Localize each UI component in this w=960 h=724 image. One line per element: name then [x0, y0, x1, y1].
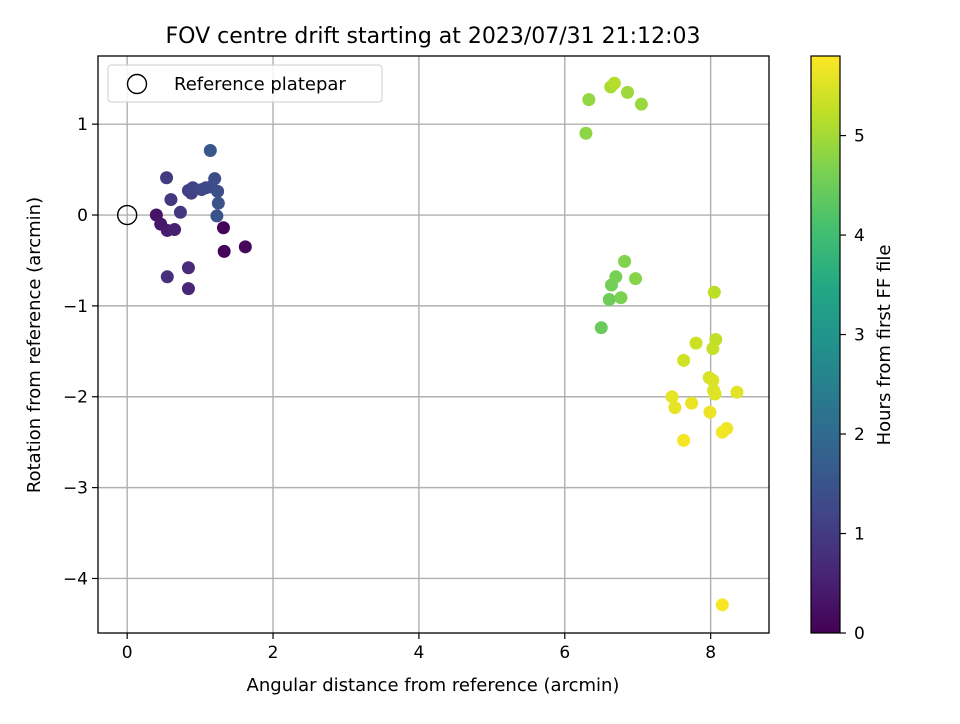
data-point	[594, 321, 608, 335]
colorbar-tick-label: 0	[854, 624, 865, 644]
data-point	[706, 373, 720, 387]
x-axis-ticks: 0 2 4 6 8	[122, 633, 716, 663]
data-point	[708, 387, 722, 401]
y-axis-label: Rotation from reference (arcmin)	[24, 197, 45, 493]
data-point	[582, 93, 596, 107]
data-point	[629, 272, 643, 286]
data-markers	[116, 76, 744, 612]
colorbar-tick-label: 1	[854, 525, 865, 545]
data-point	[677, 353, 691, 367]
x-tick-label: 0	[122, 643, 133, 663]
data-point	[168, 223, 182, 237]
legend-box	[107, 64, 383, 103]
x-tick-label: 2	[268, 643, 279, 663]
y-tick-label: −4	[63, 569, 88, 589]
y-tick-label: −3	[63, 479, 88, 499]
plot-frame	[97, 55, 770, 634]
colorbar-tick-label: 2	[854, 425, 865, 445]
colorbar-tick-label: 3	[854, 326, 865, 346]
data-point	[715, 598, 729, 612]
data-point	[730, 385, 744, 399]
data-point	[706, 342, 720, 356]
data-point	[216, 221, 230, 235]
data-point	[614, 291, 628, 305]
data-point	[160, 270, 174, 284]
data-point	[211, 184, 225, 198]
data-point	[210, 209, 224, 223]
colorbar: 0 1 2 3 4 5 Hours from first FF file	[810, 55, 895, 644]
legend: Reference platepar	[107, 64, 383, 103]
y-tick-label: −2	[63, 388, 88, 408]
data-point	[217, 244, 231, 258]
data-point	[703, 405, 717, 419]
data-point	[238, 240, 252, 254]
x-tick-label: 8	[705, 643, 716, 663]
data-point	[160, 171, 174, 185]
y-tick-label: −1	[63, 297, 88, 317]
data-point	[609, 270, 623, 284]
colorbar-label: Hours from first FF file	[874, 245, 895, 446]
data-point	[607, 76, 621, 90]
colorbar-tick-label: 4	[854, 226, 865, 246]
legend-reference-marker	[126, 73, 148, 95]
data-point	[665, 390, 679, 404]
data-point	[173, 205, 187, 219]
legend-label: Reference platepar	[174, 74, 346, 95]
data-point	[668, 401, 682, 415]
data-point	[634, 97, 648, 111]
data-point	[707, 285, 721, 299]
data-point	[602, 293, 616, 307]
data-point	[164, 193, 178, 207]
y-axis-ticks: 1 0 −1 −2 −3 −4	[63, 115, 98, 589]
data-point	[181, 261, 195, 275]
x-tick-label: 4	[413, 643, 424, 663]
data-point	[621, 85, 635, 99]
data-point	[618, 254, 632, 268]
data-point	[208, 172, 222, 186]
colorbar-ticks: 0 1 2 3 4 5	[840, 127, 865, 644]
x-tick-label: 6	[559, 643, 570, 663]
data-point	[211, 196, 225, 210]
colorbar-tick-label: 5	[854, 127, 865, 147]
data-point	[203, 144, 217, 158]
data-point	[579, 126, 593, 140]
data-point	[677, 433, 691, 447]
data-point	[715, 425, 729, 439]
chart-title: FOV centre drift starting at 2023/07/31 …	[166, 24, 701, 49]
x-axis-label: Angular distance from reference (arcmin)	[247, 675, 620, 696]
grid	[98, 56, 769, 633]
data-point	[181, 282, 195, 296]
y-tick-label: 1	[77, 115, 88, 135]
data-point	[685, 396, 699, 410]
data-point	[689, 336, 703, 350]
reference-marker	[116, 204, 138, 226]
colorbar-gradient	[810, 55, 841, 634]
y-tick-label: 0	[77, 206, 88, 226]
